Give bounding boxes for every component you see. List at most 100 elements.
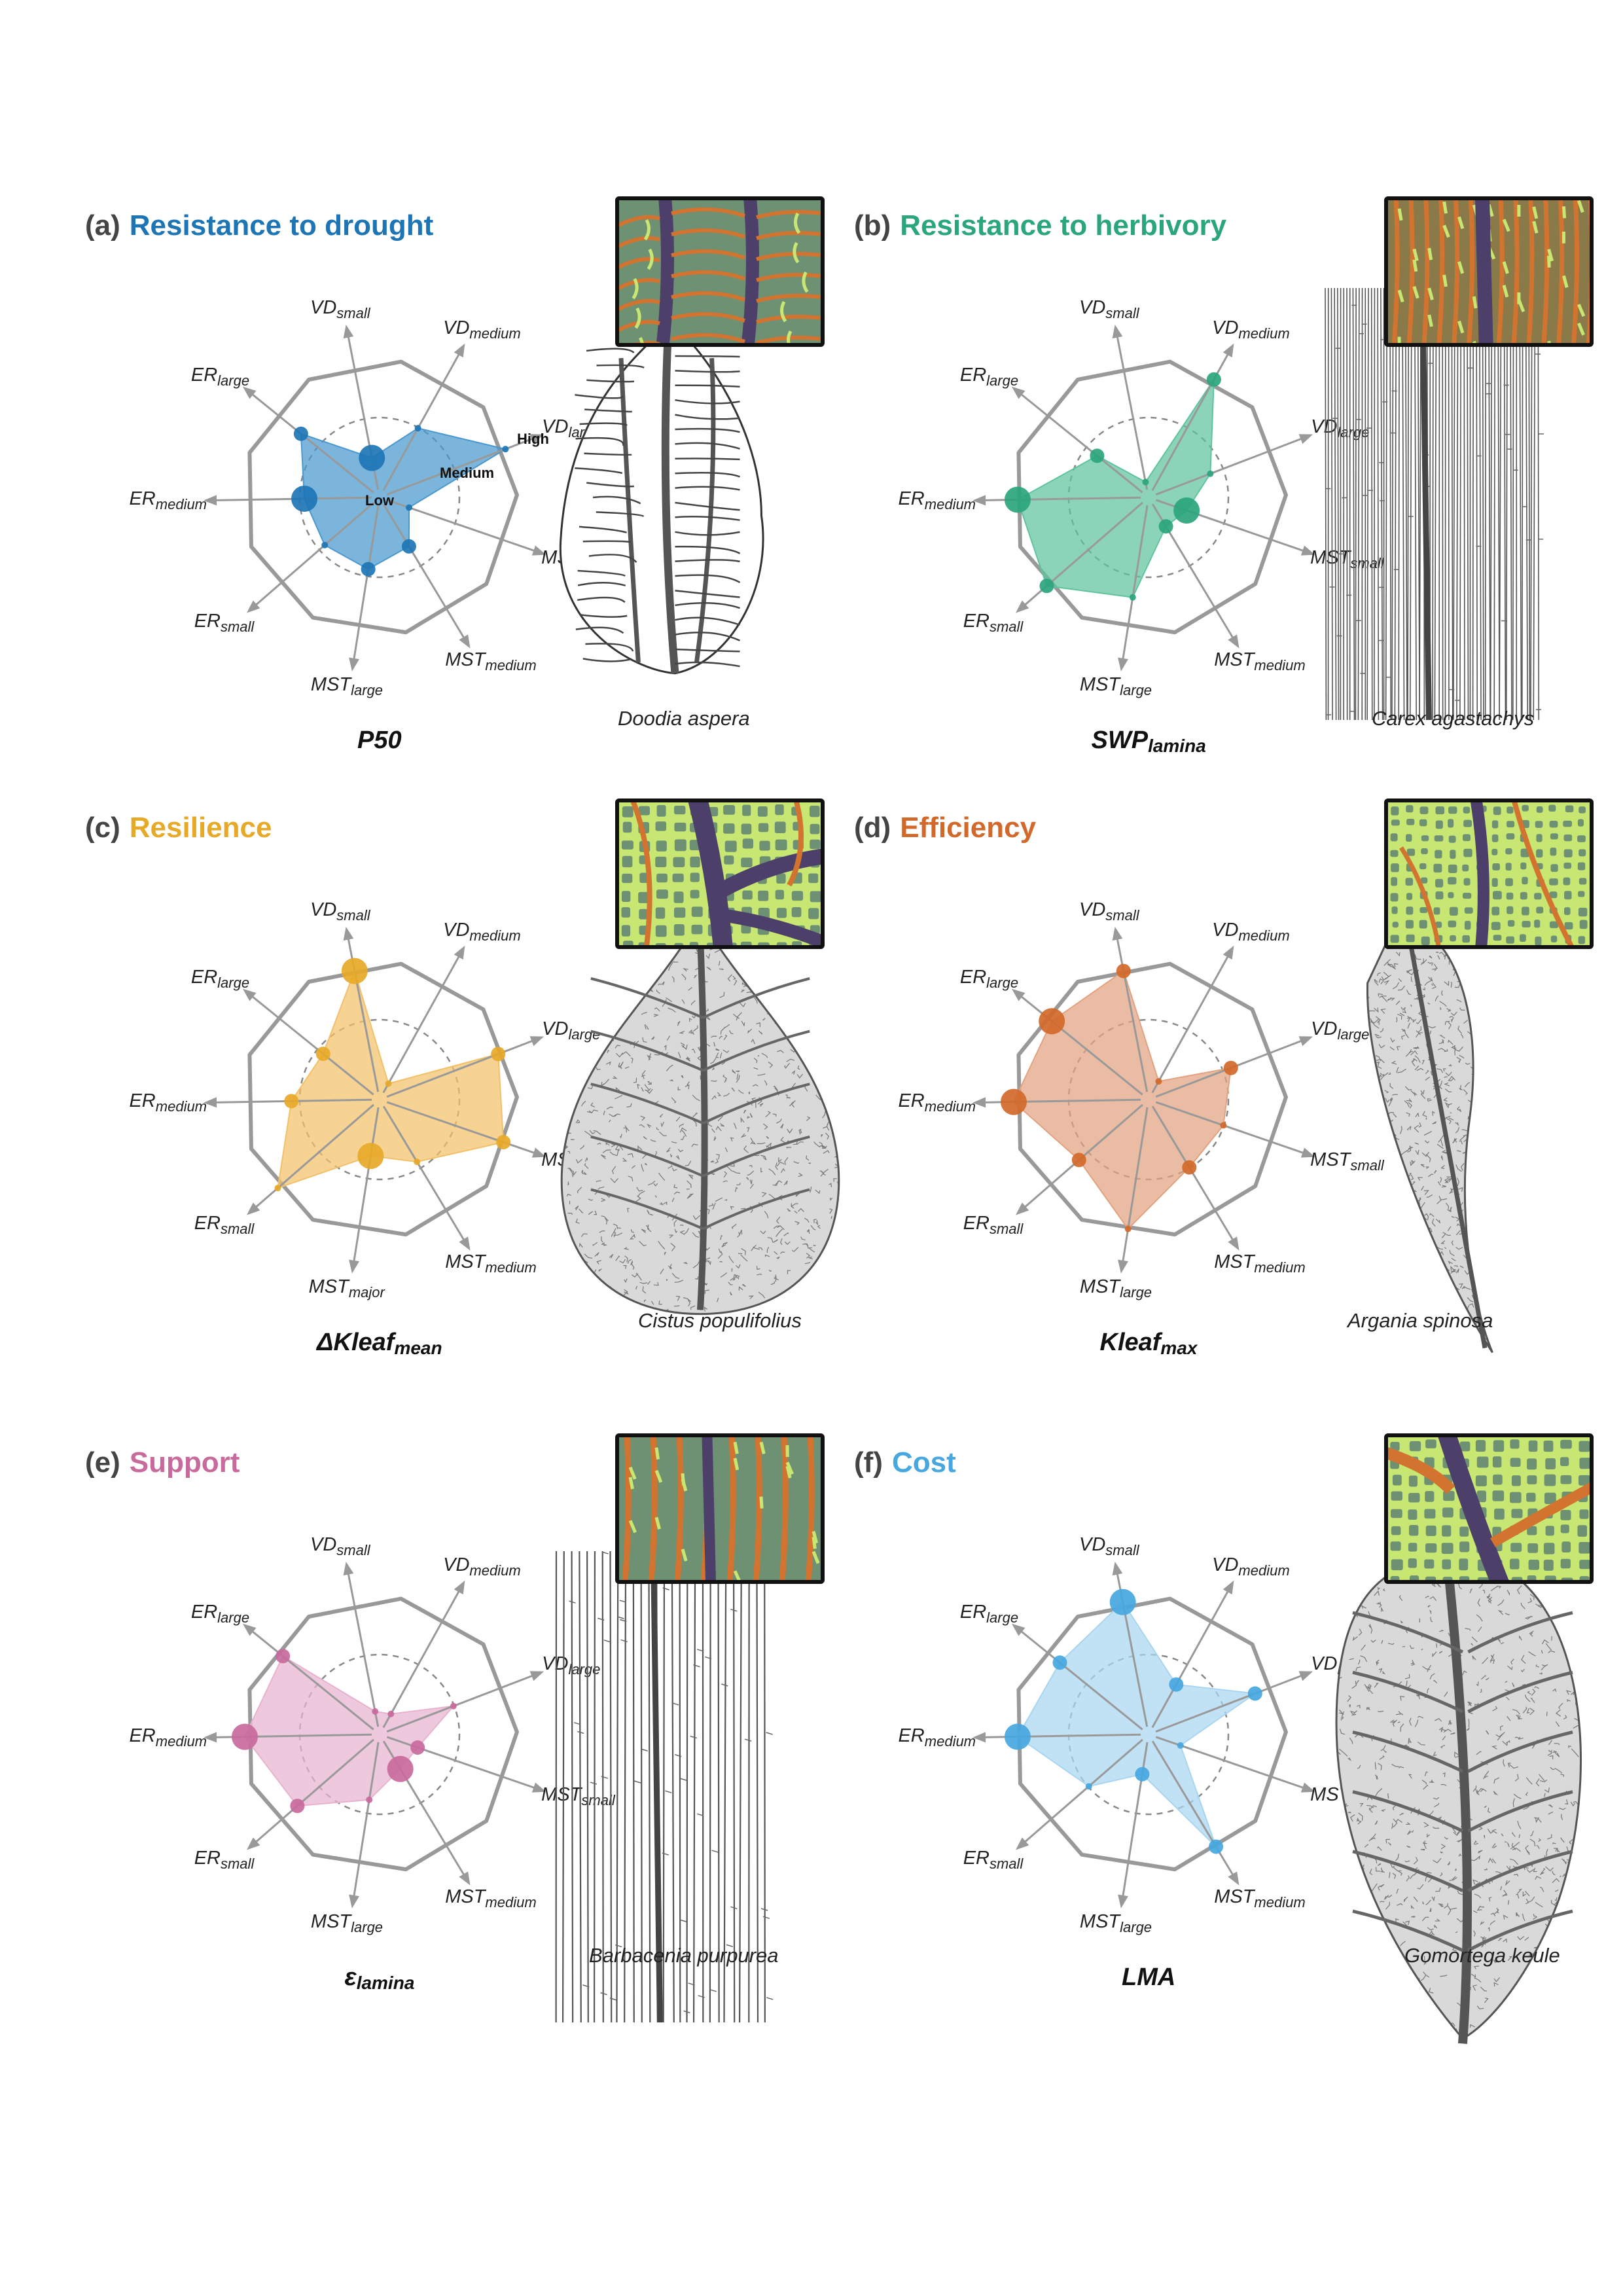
axis-label-MST_large: MSTlarge [310,673,383,698]
axis-arrowhead [1298,434,1313,444]
radar-point-ER_medium [231,1723,258,1750]
axis-arrowhead [529,1671,544,1681]
axis-arrowhead [531,1147,546,1158]
radar-chart-1 [972,324,1315,672]
radar-axis-MST_medium [382,1105,470,1249]
radar-point-VD_large [450,1702,457,1710]
axis-arrowhead [349,657,359,672]
axis-arrowhead [1118,657,1128,672]
panel-title-4: (e) Support [85,1446,240,1479]
axis-arrowhead [1112,926,1123,941]
axis-label-MST_large: MSTlarge [1079,1276,1152,1300]
leaf-image-0 [560,321,764,675]
radar-chart-2 [204,926,546,1274]
radar-point-MST_large [366,1796,373,1803]
radar-axis-ER_medium [206,496,372,502]
axis-arrowhead [1222,945,1234,960]
radar-point-MST_small [1177,1742,1184,1749]
axis-arrowhead [246,1837,260,1850]
axis-label-MST_large: MSTlarge [1079,673,1152,698]
radar-point-ER_medium [1004,1723,1031,1750]
panel-title-2: (c) Resilience [85,812,272,844]
radar-axis-ER_large [244,387,374,493]
radar-axis-ER_large [244,990,374,1096]
axis-arrowhead [1118,1894,1128,1909]
trait-label-5: LMA [1122,1964,1176,1991]
radar-axis-VD_medium [382,947,465,1094]
axis-label-ER_medium: ERmedium [898,1090,976,1115]
radar-point-MST_large [1124,1225,1132,1232]
axis-label-MST_medium: MSTmedium [1214,1886,1306,1910]
radar-axis-VD_small [1114,327,1149,490]
axis-arrowhead [972,1097,986,1108]
panel-heading: Resistance to herbivory [900,209,1227,242]
radar-axis-MST_small [1155,1101,1313,1157]
trait-label-4: εlamina [344,1964,415,1993]
axis-label-VD_small: VDsmall [310,296,370,321]
axis-label-ER_medium: ERmedium [129,488,207,513]
axis-label-ER_large: ERlarge [959,1601,1019,1626]
axis-arrowhead [1112,324,1123,339]
radar-axis-MST_large [351,1107,380,1271]
species-name-0: Doodia aspera [618,707,750,730]
radar-medium-ring [298,416,461,579]
radar-point-VD_small [372,1708,379,1715]
axis-arrowhead [454,945,465,960]
axis-arrowhead [1228,1871,1240,1886]
radar-axis-MST_medium [382,503,470,647]
radar-axis-ER_medium [975,1733,1141,1739]
vein-inset-4 [615,1433,825,1584]
radar-point-ER_large [293,426,308,441]
panel-title-5: (f) Cost [854,1446,956,1479]
axis-arrowhead [972,1732,986,1743]
vein-inset-2 [615,798,825,949]
radar-axis-VD_large [386,1671,542,1733]
trait-label-3: Kleafmax [1099,1329,1198,1358]
panel-heading: Resistance to drought [129,209,434,242]
radar-point-VD_medium [1206,372,1221,387]
axis-label-MST_large: MSTmajor [308,1276,385,1300]
axis-label-MST_large: MSTlarge [310,1910,383,1935]
radar-medium-ring [1067,416,1230,579]
radar-value-area [243,1655,455,1807]
radar-axis-ER_large [1013,1624,1143,1731]
radar-point-MST_small [410,1740,425,1755]
axis-label-VD_medium: VDmedium [443,1554,521,1579]
axis-arrowhead [459,1871,471,1886]
axis-label-MST_medium: MSTmedium [445,649,537,673]
axis-arrowhead [1112,1561,1123,1576]
axis-label-MST_medium: MSTmedium [445,1886,537,1910]
radar-point-VD_medium [1155,1078,1162,1085]
radar-point-VD_small [341,958,368,984]
axis-label-VD_medium: VDmedium [443,317,521,342]
panel-letter: (c) [85,812,120,844]
radar-point-ER_large [276,1649,291,1664]
radar-point-ER_medium [291,486,318,512]
axis-arrowhead [1118,1259,1128,1274]
axis-label-VD_medium: VDmedium [1212,920,1290,944]
axis-label-ER_large: ERlarge [190,966,250,991]
radar-value-area [277,969,505,1189]
radar-point-VD_large [1223,1060,1238,1075]
axis-arrowhead [531,545,546,556]
axis-arrowhead [242,1623,257,1636]
axis-arrowhead [1300,1782,1315,1793]
axis-label-MST_medium: MSTmedium [1214,1251,1306,1276]
leaf-image-3 [1366,924,1493,1354]
axis-label-ER_small: ERsmall [194,1847,255,1872]
radar-point-ER_small [321,541,329,548]
radar-value-area [300,427,507,570]
radar-axis-ER_medium [975,496,1141,502]
panel-letter: (d) [854,812,891,844]
radar-point-ER_small [1071,1153,1086,1168]
radar-point-VD_large [1207,470,1214,477]
radar-point-MST_medium [1209,1839,1224,1854]
panel-heading: Resilience [129,812,272,844]
radar-axis-ER_small [248,1738,374,1849]
axis-label-ER_small: ERsmall [963,1847,1024,1872]
radar-axis-ER_large [1013,387,1143,493]
panel-title-0: (a) Resistance to drought [85,209,433,242]
panel-title-3: (d) Efficiency [854,812,1036,844]
radar-axis-MST_large [351,505,380,669]
radar-point-MST_small [1220,1122,1227,1129]
